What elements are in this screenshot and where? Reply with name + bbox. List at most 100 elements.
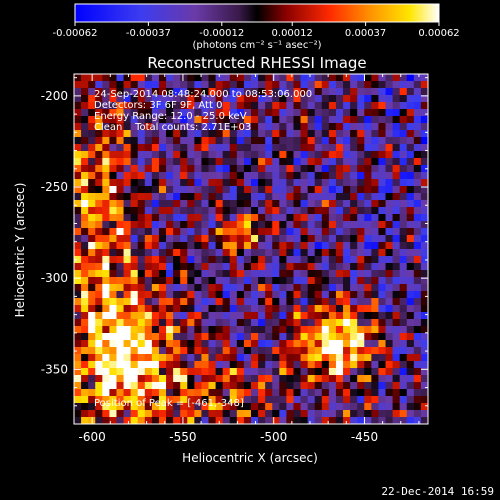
heatmap-cell xyxy=(364,305,372,313)
heatmap-cell xyxy=(243,326,252,334)
heatmap-cell xyxy=(314,361,323,369)
heatmap-cell xyxy=(385,333,394,341)
heatmap-cell xyxy=(229,165,238,173)
heatmap-cell xyxy=(343,207,351,215)
heatmap-cell xyxy=(201,270,210,278)
heatmap-cell xyxy=(236,340,245,348)
heatmap-cell xyxy=(399,256,408,264)
heatmap-cell xyxy=(109,270,117,278)
heatmap-cell xyxy=(201,165,210,173)
heatmap-cell xyxy=(314,179,323,187)
heatmap-cell xyxy=(378,319,387,327)
heatmap-cell xyxy=(229,193,238,201)
heatmap-cell xyxy=(95,305,103,313)
heatmap-cell xyxy=(272,81,280,89)
heatmap-cell xyxy=(116,137,125,145)
heatmap-cell xyxy=(173,74,181,82)
heatmap-cell xyxy=(109,116,117,124)
heatmap-cell xyxy=(187,417,195,425)
heatmap-cell xyxy=(166,221,174,229)
heatmap-cell xyxy=(208,109,217,117)
heatmap-cell xyxy=(173,137,181,145)
heatmap-cell xyxy=(286,375,294,383)
heatmap-cell xyxy=(307,375,316,383)
heatmap-cell xyxy=(74,74,82,82)
heatmap-cell xyxy=(335,410,344,418)
heatmap-cell xyxy=(251,284,259,292)
heatmap-cell xyxy=(144,312,153,320)
heatmap-cell xyxy=(307,403,316,411)
heatmap-cell xyxy=(243,417,252,425)
heatmap-cell xyxy=(420,95,429,103)
heatmap-cell xyxy=(158,151,167,159)
heatmap-cell xyxy=(166,235,174,243)
heatmap-cell xyxy=(166,347,174,355)
heatmap-cell xyxy=(95,354,103,362)
heatmap-cell xyxy=(151,88,160,96)
heatmap-cell xyxy=(236,291,245,299)
heatmap-cell xyxy=(413,200,422,208)
heatmap-cell xyxy=(130,200,139,208)
heatmap-cell xyxy=(166,109,174,117)
heatmap-cell xyxy=(229,172,238,180)
heatmap-cell xyxy=(385,172,394,180)
heatmap-cell xyxy=(158,312,167,320)
heatmap-cell xyxy=(286,130,294,138)
heatmap-cell xyxy=(151,396,160,404)
heatmap-cell xyxy=(272,368,280,376)
heatmap-cell xyxy=(222,74,231,82)
heatmap-cell xyxy=(307,270,316,278)
heatmap-cell xyxy=(158,291,167,299)
heatmap-cell xyxy=(201,116,210,124)
heatmap-cell xyxy=(272,270,280,278)
heatmap-cell xyxy=(158,130,167,138)
heatmap-cell xyxy=(286,347,294,355)
heatmap-cell xyxy=(243,165,252,173)
heatmap-cell xyxy=(357,179,365,187)
heatmap-cell xyxy=(166,417,174,425)
heatmap-cell xyxy=(279,298,287,306)
heatmap-cell xyxy=(279,242,287,250)
heatmap-cell xyxy=(293,256,302,264)
heatmap-cell xyxy=(300,214,309,222)
heatmap-cell xyxy=(286,326,294,334)
heatmap-cell xyxy=(385,151,394,159)
heatmap-cell xyxy=(151,151,160,159)
heatmap-cell xyxy=(343,270,351,278)
heatmap-cell xyxy=(258,81,266,89)
heatmap-cell xyxy=(173,417,181,425)
heatmap-cell xyxy=(88,291,96,299)
heatmap-cell xyxy=(321,158,330,166)
heatmap-cell xyxy=(201,74,210,82)
heatmap-cell xyxy=(406,179,415,187)
heatmap-cell xyxy=(194,102,202,110)
heatmap-cell xyxy=(420,74,429,82)
heatmap-cell xyxy=(371,256,379,264)
heatmap-cell xyxy=(265,207,273,215)
heatmap-cell xyxy=(158,333,167,341)
heatmap-cell xyxy=(116,249,125,257)
heatmap-cell xyxy=(144,116,153,124)
heatmap-cell xyxy=(88,375,96,383)
heatmap-cell xyxy=(166,361,174,369)
heatmap-cell xyxy=(180,242,188,250)
heatmap-cell xyxy=(151,361,160,369)
heatmap-cell xyxy=(364,347,372,355)
heatmap-cell xyxy=(173,186,181,194)
heatmap-cell xyxy=(265,284,273,292)
heatmap-cell xyxy=(166,263,174,271)
heatmap-cell xyxy=(243,340,252,348)
heatmap-cell xyxy=(222,410,231,418)
heatmap-cell xyxy=(215,347,224,355)
heatmap-cell xyxy=(364,151,372,159)
heatmap-cell xyxy=(222,354,231,362)
heatmap-cell xyxy=(378,74,387,82)
heatmap-cell xyxy=(180,144,188,152)
heatmap-cell xyxy=(229,410,238,418)
heatmap-cell xyxy=(335,179,344,187)
heatmap-cell xyxy=(343,298,351,306)
heatmap-cell xyxy=(130,151,139,159)
heatmap-cell xyxy=(385,263,394,271)
heatmap-cell xyxy=(74,270,82,278)
heatmap-cell xyxy=(413,137,422,145)
